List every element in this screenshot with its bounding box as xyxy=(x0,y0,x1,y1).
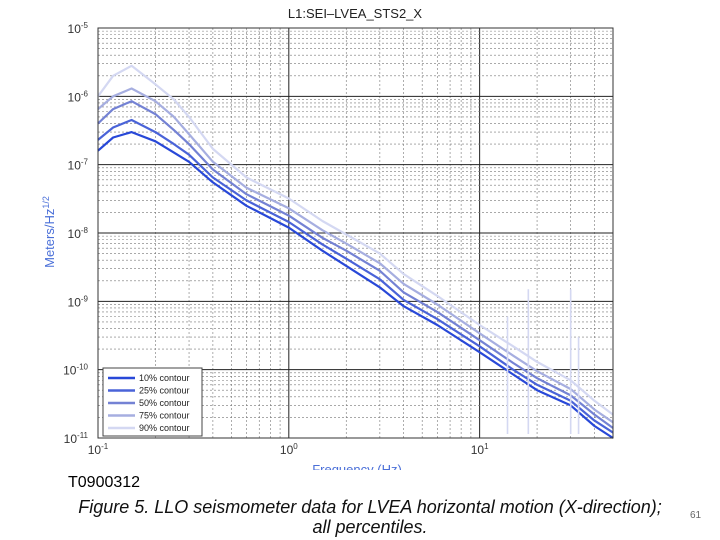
series-layer xyxy=(97,64,614,439)
y-tick-label: 10-5 xyxy=(68,21,89,36)
y-tick-base: 10 xyxy=(63,364,77,378)
x-tick-exponent: 0 xyxy=(293,442,298,451)
document-id: T0900312 xyxy=(68,474,141,491)
y-tick-exponent: -6 xyxy=(81,89,89,98)
x-tick-label: 10-1 xyxy=(88,442,109,457)
y-tick-base: 10 xyxy=(68,227,82,241)
chart: 10-1 100 10110-510-610-710-810-910-1010-11… xyxy=(41,6,614,470)
legend-label: 75% contour xyxy=(139,411,190,421)
y-tick-label: 10-6 xyxy=(68,89,89,104)
y-tick-label: 10-9 xyxy=(68,294,89,309)
series-line xyxy=(97,64,614,416)
y-tick-base: 10 xyxy=(68,295,82,309)
y-axis-label-main: Meters/Hz xyxy=(42,209,57,268)
y-axis-label-sup: 1/2 xyxy=(41,196,51,209)
series-line xyxy=(97,131,614,439)
series-line xyxy=(97,100,614,429)
legend-label: 90% contour xyxy=(139,423,190,433)
y-tick-exponent: -8 xyxy=(81,226,89,235)
y-tick-exponent: -10 xyxy=(76,363,88,372)
caption-line-2: all percentiles. xyxy=(312,517,428,537)
plot-frame xyxy=(97,27,614,439)
figure-caption: Figure 5. LLO seismometer data for LVEA … xyxy=(40,497,700,537)
caption-line-1: Figure 5. LLO seismometer data for LVEA … xyxy=(78,497,662,517)
y-tick-label: 10-8 xyxy=(68,226,89,241)
y-tick-base: 10 xyxy=(68,159,82,173)
y-tick-exponent: -11 xyxy=(77,431,89,440)
x-tick-exponent: 1 xyxy=(484,442,489,451)
y-tick-exponent: -5 xyxy=(81,21,89,30)
legend-label: 10% contour xyxy=(139,373,190,383)
legend-label: 25% contour xyxy=(139,386,190,396)
y-tick-exponent: -9 xyxy=(81,294,89,303)
y-tick-base: 10 xyxy=(68,90,82,104)
y-tick-base: 10 xyxy=(64,432,78,446)
y-tick-label: 10-11 xyxy=(64,431,89,446)
x-tick-base: 10 xyxy=(280,443,294,457)
x-tick-label: 100 xyxy=(280,442,298,457)
x-tick-base: 10 xyxy=(88,443,102,457)
y-tick-label: 10-7 xyxy=(68,158,89,173)
legend-label: 50% contour xyxy=(139,398,190,408)
x-tick-base: 10 xyxy=(471,443,485,457)
series-line xyxy=(97,87,614,424)
chart-title: L1:SEI–LVEA_STS2_X xyxy=(288,6,423,21)
y-tick-label: 10-10 xyxy=(63,363,88,378)
y-tick-exponent: -7 xyxy=(81,158,89,167)
x-tick-label: 101 xyxy=(471,442,489,457)
y-axis-label: Meters/Hz1/2 xyxy=(41,196,57,268)
y-tick-base: 10 xyxy=(68,22,82,36)
page-number: 61 xyxy=(690,510,702,521)
grid xyxy=(97,28,614,439)
series-line xyxy=(97,118,614,434)
x-axis-label: Frequency (Hz) xyxy=(312,462,402,470)
legend: 10% contour 25% contour 50% contour 75% con… xyxy=(102,367,203,437)
x-tick-exponent: -1 xyxy=(101,442,109,451)
